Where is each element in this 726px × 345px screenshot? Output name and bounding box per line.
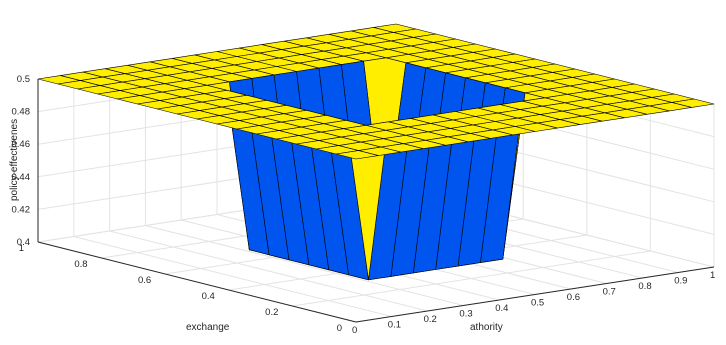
x-tick-label: 0.4 — [495, 303, 508, 314]
tick-labels: 0 0.1 0.2 0.3 0.4 0.5 0.6 0.7 0.8 0.9 1 0 0.2 0.4 0.6 0… — [12, 74, 716, 336]
grid-line — [109, 230, 428, 312]
grid-line — [292, 250, 651, 307]
y-tick-label: 0.8 — [74, 259, 87, 270]
x-tick-label: 0.6 — [567, 292, 580, 303]
axes-box — [37, 79, 715, 323]
x-tick-label: 0.5 — [531, 298, 544, 309]
y-axis-label: exchange — [186, 322, 230, 333]
surface — [37, 23, 715, 281]
x-tick-label: 0.1 — [388, 320, 401, 331]
x-tick-label: 0.9 — [674, 276, 687, 287]
z-tick-label: 0.46 — [12, 139, 31, 150]
x-tick-label: 0 — [352, 325, 357, 336]
z-tick-label: 0.4 — [17, 237, 30, 248]
y-tick-label: 0.4 — [202, 291, 215, 302]
z-tick-label: 0.44 — [12, 172, 31, 183]
y-tick-label: 0.2 — [265, 307, 278, 318]
grid-line — [73, 236, 392, 317]
x-tick-label: 1 — [710, 270, 715, 281]
grid-line — [145, 225, 464, 306]
axis-line — [37, 241, 357, 323]
z-tick-label: 0.48 — [12, 107, 31, 118]
x-axis-label: athority — [470, 322, 503, 333]
x-tick-label: 0.8 — [638, 281, 651, 292]
z-axis-label: policy-effectivenes — [9, 119, 20, 201]
x-tick-label: 0.2 — [424, 314, 437, 325]
x-tick-label: 0.3 — [459, 309, 472, 320]
x-tick-label: 0.7 — [603, 287, 616, 298]
y-tick-label: 0.6 — [138, 275, 151, 286]
axis-line — [355, 266, 715, 323]
surface-face — [335, 150, 379, 160]
y-tick-label: 0 — [337, 323, 342, 334]
z-tick-label: 0.42 — [12, 204, 31, 215]
y-tick-label: 1 — [19, 243, 24, 254]
z-tick-label: 0.5 — [17, 74, 30, 85]
